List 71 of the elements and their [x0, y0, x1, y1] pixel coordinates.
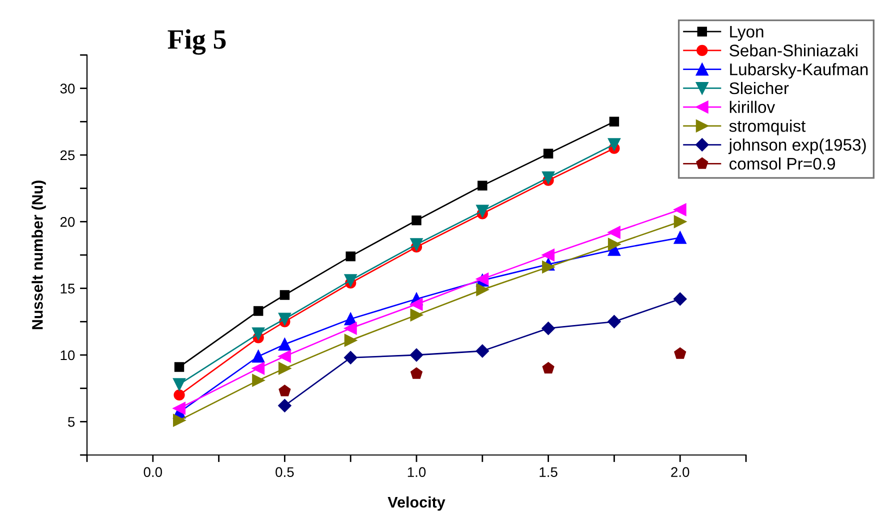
point — [674, 203, 686, 216]
y-tick-label: 15 — [60, 284, 75, 294]
point — [174, 389, 185, 401]
point — [478, 180, 488, 191]
legend-label: Sleicher — [730, 82, 789, 94]
legend-label: Seban-Shiniazaki — [730, 44, 858, 56]
y-axis-title: Nusselt number (Nu) — [32, 180, 46, 330]
point — [346, 251, 356, 262]
point — [344, 334, 357, 347]
legend-label: johnson exp(1953) — [728, 138, 866, 154]
x-tick-label: 0.5 — [276, 467, 294, 478]
point — [476, 204, 489, 218]
chart-title: Fig 5 — [168, 29, 226, 55]
point — [344, 274, 357, 287]
y-tick-label: 20 — [60, 217, 75, 227]
point — [278, 350, 291, 363]
point — [278, 362, 291, 375]
point — [344, 312, 357, 326]
x-tick-label: 2.0 — [671, 467, 690, 478]
point — [542, 248, 555, 262]
point — [278, 338, 291, 351]
point — [542, 362, 554, 374]
point — [344, 322, 357, 335]
point — [476, 283, 489, 296]
point — [410, 348, 424, 362]
point — [252, 327, 265, 340]
point — [278, 399, 292, 412]
point — [674, 292, 687, 306]
point — [608, 238, 620, 251]
y-tick-label: 25 — [60, 150, 75, 160]
x-tick-label: 0.0 — [144, 467, 162, 478]
point — [173, 402, 186, 415]
point — [542, 171, 555, 184]
y-tick-label: 10 — [60, 350, 75, 360]
point — [674, 347, 686, 359]
point — [674, 215, 686, 228]
point — [252, 350, 265, 363]
point — [344, 351, 358, 364]
y-tick-label: 5 — [68, 417, 75, 427]
point — [174, 362, 184, 372]
point — [173, 414, 186, 427]
point — [609, 116, 620, 127]
legend-label: Lyon — [730, 26, 764, 41]
legend-label: stromquist — [729, 120, 806, 136]
point — [252, 362, 265, 375]
point — [412, 215, 422, 226]
point — [252, 374, 265, 387]
point — [278, 312, 291, 326]
point — [410, 298, 423, 311]
point — [278, 384, 291, 396]
x-axis-title: Velocity — [388, 496, 446, 511]
point — [173, 378, 186, 391]
point — [253, 306, 264, 316]
legend-label: kirillov — [730, 100, 776, 114]
legend-label: comsol Pr=0.9 — [730, 157, 835, 170]
point — [542, 260, 555, 274]
point — [608, 226, 620, 239]
point — [476, 344, 489, 358]
x-tick-label: 1.0 — [408, 467, 426, 478]
point — [410, 367, 422, 379]
point — [608, 138, 620, 151]
point — [410, 238, 423, 251]
point — [280, 290, 290, 300]
point — [674, 231, 686, 244]
y-tick-label: 30 — [60, 84, 75, 94]
point — [410, 308, 423, 322]
legend-label: Lubarsky-Kaufman — [730, 63, 868, 79]
point — [543, 148, 554, 159]
point — [542, 322, 555, 335]
point — [608, 315, 621, 328]
x-tick-label: 1.5 — [540, 467, 558, 478]
